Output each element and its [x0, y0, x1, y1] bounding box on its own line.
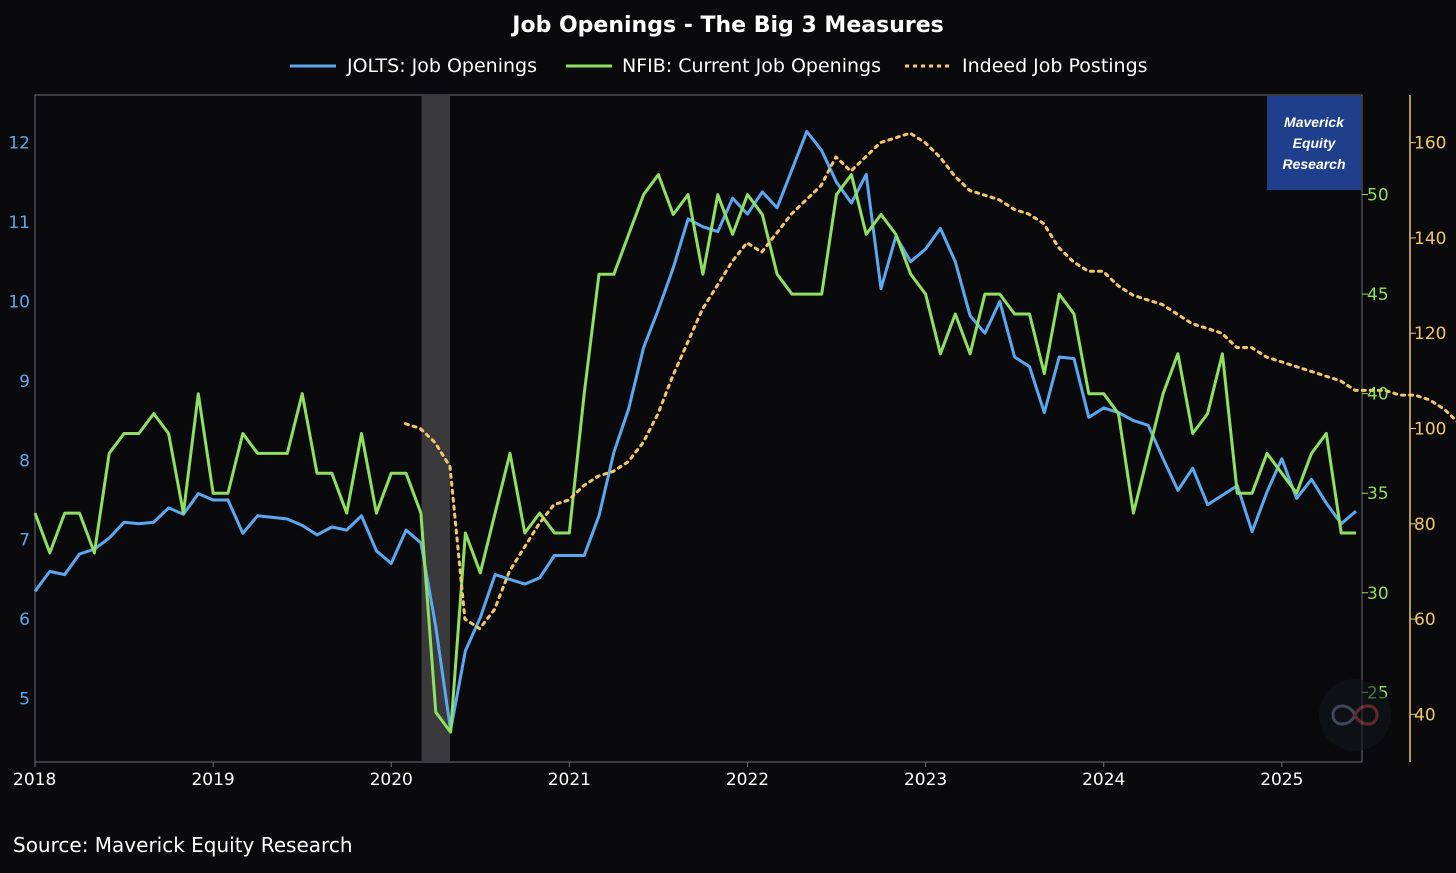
series-line-indeed [404, 131, 1456, 631]
plot-frame [34, 94, 1363, 763]
y-left-tick-label: 7 [19, 531, 30, 551]
x-tick-label: 2019 [191, 770, 234, 790]
y-left-tick-label: 12 [8, 134, 30, 154]
source-note: Source: Maverick Equity Research [13, 833, 353, 857]
badge-line-2: Equity [1293, 135, 1337, 151]
maverick-badge: Maverick Equity Research [1267, 96, 1361, 190]
x-tick-label: 2018 [13, 770, 56, 790]
y-left-tick-label: 6 [19, 610, 30, 630]
y-left-tick-label: 10 [8, 292, 30, 312]
y-left-tick-label: 9 [19, 372, 30, 392]
y-right-tick-label: 60 [1414, 610, 1436, 630]
y-right-tick-label: 120 [1414, 324, 1446, 344]
y-right-tick-label: 160 [1414, 134, 1446, 154]
series-line-nfib [33, 173, 1356, 734]
y-mid-tick-label: 30 [1367, 584, 1389, 604]
y-mid-tick-label: 45 [1367, 285, 1389, 305]
legend-label-jolts: JOLTS: Job Openings [346, 55, 537, 77]
infinity-logo-icon [1319, 679, 1391, 751]
badge-line-1: Maverick [1284, 114, 1345, 130]
y-mid-tick-label: 50 [1367, 186, 1389, 206]
ticks-layer: 5678910111225303540455040608010012014016… [8, 134, 1446, 790]
y-mid-tick-label: 40 [1367, 385, 1389, 405]
y-mid-tick-label: 35 [1367, 484, 1389, 504]
x-tick-label: 2020 [370, 770, 413, 790]
legend: JOLTS: Job Openings NFIB: Current Job Op… [290, 55, 1148, 77]
y-right-tick-label: 40 [1414, 705, 1436, 725]
x-tick-label: 2023 [904, 770, 947, 790]
y-right-tick-label: 100 [1414, 420, 1446, 440]
recession-band [421, 95, 451, 762]
chart-title: Job Openings - The Big 3 Measures [510, 13, 943, 38]
badge-background [1267, 96, 1361, 190]
y-right-tick-label: 140 [1414, 229, 1446, 249]
badge-line-3: Research [1282, 156, 1345, 172]
y-left-tick-label: 11 [8, 213, 30, 233]
y-left-tick-label: 5 [19, 689, 30, 709]
legend-label-nfib: NFIB: Current Job Openings [622, 55, 881, 77]
recession-shading-layer [421, 95, 451, 762]
series-line-jolts [33, 130, 1357, 732]
legend-label-indeed: Indeed Job Postings [962, 55, 1148, 77]
x-tick-label: 2024 [1082, 770, 1125, 790]
y-left-tick-label: 8 [19, 451, 30, 471]
y-right-tick-label: 80 [1414, 515, 1436, 535]
x-tick-label: 2025 [1260, 770, 1303, 790]
series-layer [33, 130, 1456, 734]
x-tick-label: 2021 [548, 770, 591, 790]
x-tick-label: 2022 [726, 770, 769, 790]
